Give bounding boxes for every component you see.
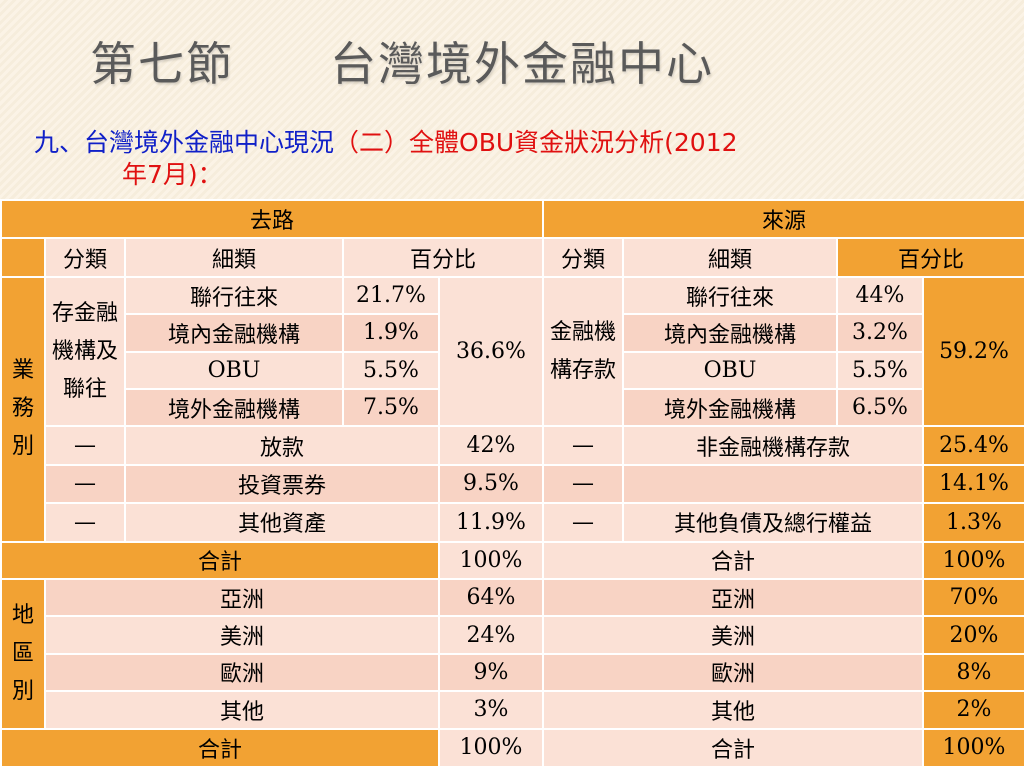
sources-item-name: 非金融機構存款 (622, 425, 924, 466)
table-row: 地區別 亞洲 64% 亞洲 70% (0, 577, 1024, 730)
uses-item-name: 放款 (124, 425, 440, 466)
obu-funds-table: 去路 來源 分類 細類 百分比 分類 細類 百分比 業務別 存金融機構及聯往 聯… (0, 198, 1024, 768)
uses-total-value: 100% (438, 540, 544, 580)
uses-dash: — (44, 425, 126, 466)
sources-item-pct: 1.3% (921, 502, 1024, 543)
subtitle-line-2: 年7月)： (122, 160, 223, 189)
region-uses-total-value: 100% (438, 727, 544, 768)
table-row: 美洲 24% 美洲 20% (1, 615, 1024, 655)
table-row: — 投資票券 9.5% — 14.1% (1, 463, 1024, 505)
sources-dash: — (542, 463, 624, 505)
table-row: 業務別 存金融機構及聯往 聯行往來 21.7% 36.6% 金融機構存款 聯行往… (0, 275, 1024, 543)
region-name-sources: 美洲 (542, 615, 924, 655)
uses-group1-total: 36.6% (438, 275, 544, 428)
uses-item-name: 境外金融機構 (124, 387, 344, 428)
sources-item-pct: 6.5% (836, 387, 924, 428)
region-name-uses: 歐洲 (44, 652, 440, 693)
uses-header: 去路 (0, 198, 544, 240)
uses-subcategory-header: 細類 (124, 237, 344, 278)
table-row: 境內金融機構 1.9% 境內金融機構 3.2% (1, 313, 1024, 353)
uses-item-name: 其他資產 (124, 502, 440, 543)
uses-item-pct: 42% (438, 425, 544, 466)
sources-dash: — (542, 502, 624, 543)
region-uses-pct: 24% (438, 615, 544, 655)
sources-item-name: 其他負債及總行權益 (622, 502, 924, 543)
uses-item-pct: 1.9% (342, 313, 440, 353)
uses-item-pct: 7.5% (342, 387, 440, 428)
table-row: 分類 細類 百分比 分類 細類 百分比 (0, 237, 1024, 278)
subtitle-blue-part: 九、台灣境外金融中心現況 (34, 128, 335, 157)
region-name-uses: 美洲 (44, 615, 440, 655)
region-uses-pct: 9% (438, 652, 544, 693)
uses-item-name: OBU (124, 350, 344, 390)
sources-category-header: 分類 (542, 237, 624, 278)
table-row: 合計 100% 合計 100% (0, 727, 1024, 768)
region-sources-pct: 70% (921, 577, 1024, 618)
region-sources-total-value: 100% (921, 727, 1024, 768)
sources-item-pct: 44% (836, 275, 924, 316)
corner-cell (0, 237, 46, 278)
table-row: — 其他資產 11.9% — 其他負債及總行權益 1.3% (1, 502, 1024, 543)
table-row: OBU 5.5% OBU 5.5% (1, 350, 1024, 390)
region-name-uses: 其他 (44, 690, 440, 730)
region-uses-pct: 3% (438, 690, 544, 730)
table-row: 其他 3% 其他 2% (1, 690, 1024, 730)
table-row: 去路 來源 (0, 198, 1024, 240)
sources-item-name: 境外金融機構 (622, 387, 838, 428)
slide-subtitle: 九、台灣境外金融中心現況（二）全體OBU資金狀況分析(2012 年7月)： (34, 127, 984, 191)
sources-subcategory-header: 細類 (622, 237, 838, 278)
uses-item-pct: 21.7% (342, 275, 440, 316)
sources-item-pct: 14.1% (921, 463, 1024, 505)
uses-item-name: 聯行往來 (124, 275, 344, 316)
table-row: 合計 100% 合計 100% (0, 540, 1024, 580)
table-row: 歐洲 9% 歐洲 8% (1, 652, 1024, 693)
uses-item-name: 境內金融機構 (124, 313, 344, 353)
region-name-sources: 其他 (542, 690, 924, 730)
uses-item-pct: 11.9% (438, 502, 544, 543)
sources-item-pct: 3.2% (836, 313, 924, 353)
sources-item-name: 聯行往來 (622, 275, 838, 316)
region-uses-pct: 64% (438, 577, 544, 618)
sources-total-label: 合計 (542, 540, 924, 580)
sources-dash: — (542, 425, 624, 466)
region-name-sources: 歐洲 (542, 652, 924, 693)
region-sources-total-label: 合計 (542, 727, 924, 768)
sources-header: 來源 (541, 198, 1024, 240)
region-sources-pct: 8% (921, 652, 1024, 693)
uses-group1-label: 存金融機構及聯往 (44, 275, 126, 428)
sources-item-name (622, 463, 924, 505)
sources-item-pct: 25.4% (921, 425, 1024, 466)
sources-item-name: OBU (622, 350, 838, 390)
region-sources-pct: 2% (921, 690, 1024, 730)
sources-percentage-header: 百分比 (835, 237, 1024, 278)
slide-title: 第七節 台灣境外金融中心 (90, 37, 714, 91)
region-sources-pct: 20% (921, 615, 1024, 655)
subtitle-line-1: 九、台灣境外金融中心現況（二）全體OBU資金狀況分析(2012 (34, 127, 984, 159)
uses-item-pct: 5.5% (342, 350, 440, 390)
uses-total-label: 合計 (0, 540, 440, 580)
region-uses-total-label: 合計 (0, 727, 440, 768)
sources-item-name: 境內金融機構 (622, 313, 838, 353)
uses-dash: — (44, 463, 126, 505)
table-row: — 放款 42% — 非金融機構存款 25.4% (1, 425, 1024, 466)
table-row: 境外金融機構 7.5% 境外金融機構 6.5% (1, 387, 1024, 428)
sources-group1-label: 金融機構存款 (542, 275, 624, 428)
region-name-sources: 亞洲 (542, 577, 924, 618)
uses-dash: — (44, 502, 126, 543)
sources-total-value: 100% (921, 540, 1024, 580)
uses-category-header: 分類 (44, 237, 126, 278)
business-label: 業務別 (0, 275, 46, 543)
uses-item-name: 投資票券 (124, 463, 440, 505)
region-name-uses: 亞洲 (44, 577, 440, 618)
sources-item-pct: 5.5% (836, 350, 924, 390)
sources-group1-total: 59.2% (921, 275, 1024, 428)
region-label: 地區別 (0, 577, 46, 730)
subtitle-red-part: （二）全體OBU資金狀況分析(2012 (334, 128, 738, 157)
uses-percentage-header: 百分比 (342, 237, 544, 278)
uses-item-pct: 9.5% (438, 463, 544, 505)
